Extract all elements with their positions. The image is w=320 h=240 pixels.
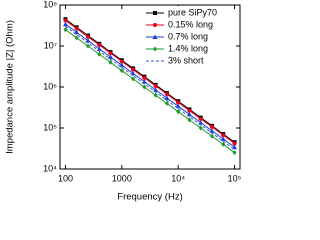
series-line [65,18,235,143]
marker [221,133,226,138]
marker [85,34,90,39]
marker [62,21,68,27]
marker [153,87,159,92]
marker [119,68,124,74]
legend-marker [153,23,157,27]
series-line [65,29,235,154]
marker [209,128,215,133]
marker [108,59,113,65]
y-axis-title: Impedance amplitude |Z| (Ohm) [5,20,16,154]
marker [209,133,214,139]
marker [85,43,90,49]
series-line [65,23,235,148]
marker [153,83,158,88]
marker [142,84,147,90]
marker [131,76,136,82]
y-tick-label: 10⁴ [43,163,57,173]
marker [176,100,181,105]
legend-label: 1.4% long [168,43,208,53]
y-tick-label: 10⁷ [44,40,57,50]
marker [63,27,68,33]
marker [198,116,203,121]
marker [63,18,68,23]
y-tick-label: 10⁵ [43,122,57,132]
legend-label: 0.15% long [168,19,213,29]
marker [108,51,113,56]
marker [209,124,214,129]
marker [119,59,124,64]
marker [164,95,170,100]
marker [153,92,158,98]
y-tick-label: 10⁶ [43,81,57,91]
x-axis-title: Frequency (Hz) [117,192,182,203]
x-tick-label: 100 [58,173,73,183]
marker [108,54,114,59]
marker [164,100,169,106]
y-tick-label: 10⁸ [43,0,57,9]
marker [176,109,181,115]
marker [131,67,136,72]
marker [74,26,79,31]
marker [187,117,192,123]
marker [74,35,79,41]
marker [164,92,169,97]
chart: Frequency (Hz) Impedance amplitude |Z| (… [5,0,242,203]
legend-label: 3% short [168,55,204,65]
marker [221,141,226,147]
x-tick-label: 10⁵ [228,173,242,183]
legend-marker [152,34,158,39]
marker [97,51,102,57]
marker [220,136,226,141]
marker [142,75,147,80]
legend-marker [153,46,157,52]
legend-label: pure SiPy70 [168,7,217,17]
x-tick-label: 10⁴ [171,173,185,183]
marker [232,150,237,156]
marker [198,125,203,131]
marker [232,141,237,146]
marker [187,108,192,113]
marker [97,42,102,47]
legend-label: 0.7% long [168,31,208,41]
x-tick-label: 1000 [112,173,132,183]
series-line [65,20,235,144]
legend-marker [153,11,157,15]
